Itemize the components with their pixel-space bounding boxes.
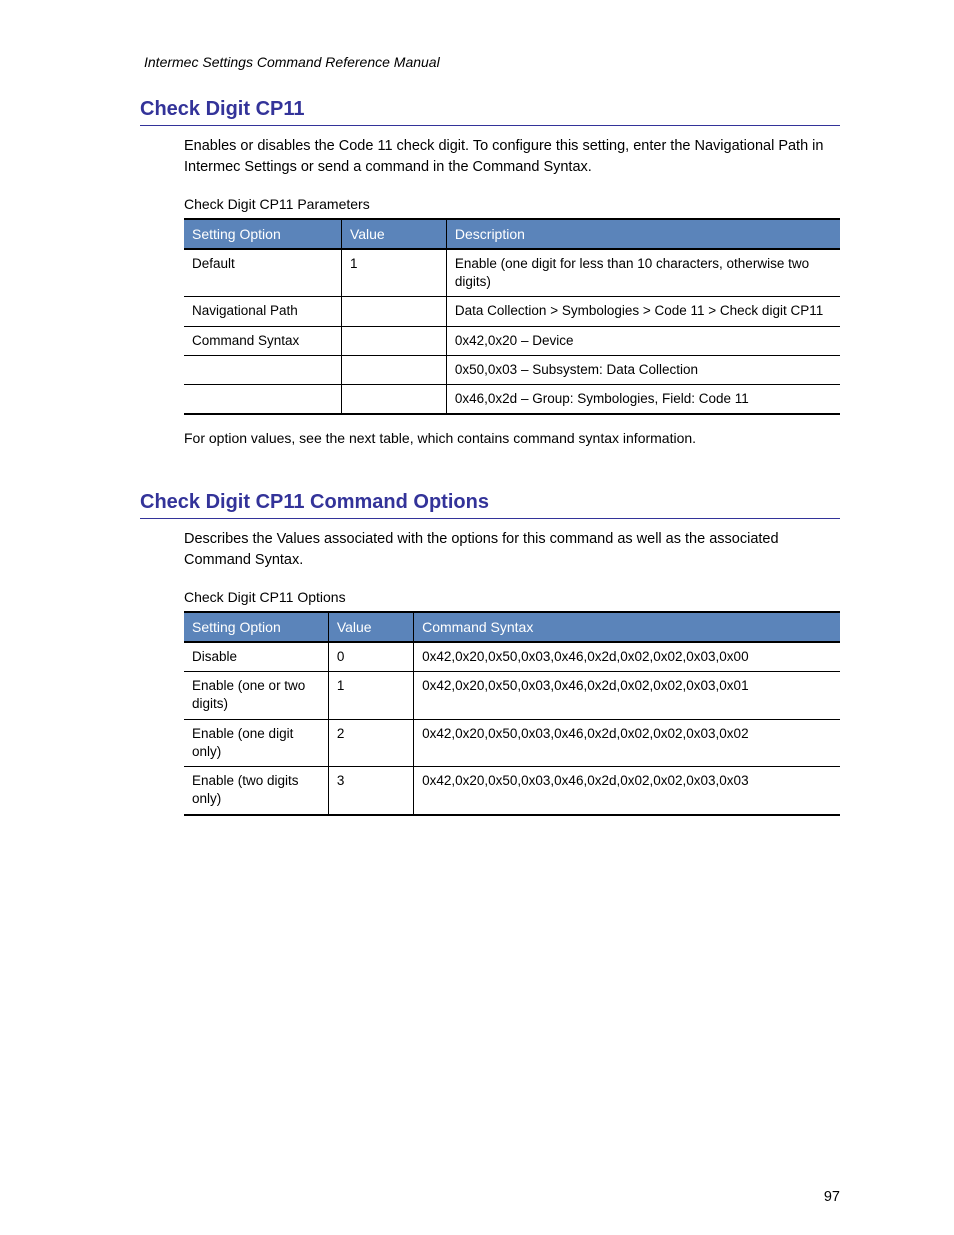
cell: Default xyxy=(184,249,341,297)
cell: 0x42,0x20,0x50,0x03,0x46,0x2d,0x02,0x02,… xyxy=(414,767,840,815)
cell: Data Collection > Symbologies > Code 11 … xyxy=(446,297,840,326)
page-header: Intermec Settings Command Reference Manu… xyxy=(144,54,840,70)
cell: 1 xyxy=(341,249,446,297)
cell xyxy=(341,297,446,326)
cell xyxy=(341,385,446,415)
table-row: Enable (one or two digits) 1 0x42,0x20,0… xyxy=(184,672,840,719)
cell: Command Syntax xyxy=(184,326,341,355)
table2-header-option: Setting Option xyxy=(184,612,328,642)
section-title-options: Check Digit CP11 Command Options xyxy=(140,491,840,519)
section2-intro: Describes the Values associated with the… xyxy=(184,529,840,571)
table1-caption: Check Digit CP11 Parameters xyxy=(184,196,840,212)
table2-caption: Check Digit CP11 Options xyxy=(184,589,840,605)
cell: 0x42,0x20,0x50,0x03,0x46,0x2d,0x02,0x02,… xyxy=(414,672,840,719)
table-check-digit-options: Setting Option Value Command Syntax Disa… xyxy=(184,611,840,816)
table1-header-desc: Description xyxy=(446,219,840,249)
cell: 0x42,0x20,0x50,0x03,0x46,0x2d,0x02,0x02,… xyxy=(414,719,840,766)
table1-header-option: Setting Option xyxy=(184,219,341,249)
table-row: Navigational Path Data Collection > Symb… xyxy=(184,297,840,326)
cell: 1 xyxy=(328,672,413,719)
cell: 0x50,0x03 – Subsystem: Data Collection xyxy=(446,355,840,384)
cell: Enable (one or two digits) xyxy=(184,672,328,719)
section1-note: For option values, see the next table, w… xyxy=(184,429,840,449)
table1-header-value: Value xyxy=(341,219,446,249)
cell: 0x46,0x2d – Group: Symbologies, Field: C… xyxy=(446,385,840,415)
table-row: Enable (two digits only) 3 0x42,0x20,0x5… xyxy=(184,767,840,815)
cell: Navigational Path xyxy=(184,297,341,326)
cell xyxy=(184,385,341,415)
table-row: Command Syntax 0x42,0x20 – Device xyxy=(184,326,840,355)
cell: 0x42,0x20,0x50,0x03,0x46,0x2d,0x02,0x02,… xyxy=(414,642,840,672)
cell: 0x42,0x20 – Device xyxy=(446,326,840,355)
table-check-digit-params: Setting Option Value Description Default… xyxy=(184,218,840,415)
cell: Enable (one digit only) xyxy=(184,719,328,766)
section-title-check-digit: Check Digit CP11 xyxy=(140,98,840,126)
table-row: Default 1 Enable (one digit for less tha… xyxy=(184,249,840,297)
page-number: 97 xyxy=(824,1189,840,1205)
cell: Disable xyxy=(184,642,328,672)
cell: 2 xyxy=(328,719,413,766)
table2-header-value: Value xyxy=(328,612,413,642)
cell: Enable (one digit for less than 10 chara… xyxy=(446,249,840,297)
table-row: 0x46,0x2d – Group: Symbologies, Field: C… xyxy=(184,385,840,415)
table-row: Disable 0 0x42,0x20,0x50,0x03,0x46,0x2d,… xyxy=(184,642,840,672)
cell: Enable (two digits only) xyxy=(184,767,328,815)
table-row: 0x50,0x03 – Subsystem: Data Collection xyxy=(184,355,840,384)
cell xyxy=(341,326,446,355)
cell xyxy=(341,355,446,384)
cell xyxy=(184,355,341,384)
table-row: Enable (one digit only) 2 0x42,0x20,0x50… xyxy=(184,719,840,766)
table2-header-syntax: Command Syntax xyxy=(414,612,840,642)
cell: 0 xyxy=(328,642,413,672)
cell: 3 xyxy=(328,767,413,815)
section1-intro: Enables or disables the Code 11 check di… xyxy=(184,136,840,178)
